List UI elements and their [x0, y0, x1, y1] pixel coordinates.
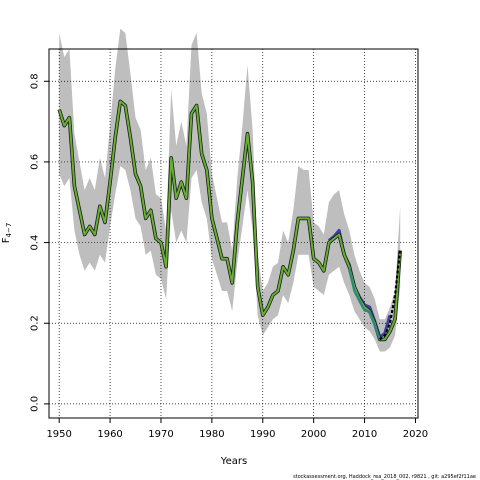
x-tick-label: 2010	[352, 429, 377, 440]
x-tick-label: 1990	[250, 429, 275, 440]
series-line-estimate	[58, 100, 402, 341]
y-axis-title: F4−7	[1, 223, 13, 244]
y-tick-label: 0.8	[29, 73, 40, 89]
series-line-teal	[348, 268, 381, 340]
confidence-band	[59, 28, 401, 352]
y-axis-title-main: F	[1, 237, 12, 243]
x-axis: 1950 1960 1970 1980 1990 2000 2010 2020	[46, 418, 428, 440]
y-tick-label: 0.4	[29, 235, 40, 251]
x-tick-label: 2000	[301, 429, 326, 440]
y-tick-label: 0.2	[30, 315, 41, 331]
confidence-band-layer	[59, 28, 401, 352]
y-axis-title-subscript: 4−7	[5, 223, 13, 238]
x-tick-label: 2020	[403, 429, 428, 440]
x-tick-label: 1950	[46, 429, 71, 440]
x-tick-label: 1960	[97, 429, 122, 440]
x-tick-label: 1970	[148, 429, 173, 440]
series-line-layer	[57, 99, 402, 342]
y-axis: 0.0 0.2 0.4 0.6 0.8	[29, 73, 49, 412]
x-axis-title: Years	[220, 456, 247, 467]
x-tick-label: 1980	[199, 429, 224, 440]
y-tick-label: 0.0	[29, 396, 40, 412]
plot-frame	[48, 48, 419, 419]
y-tick-label: 0.6	[30, 154, 41, 170]
footnote: stockassessment.org, Haddock_rea_2018_00…	[293, 474, 476, 480]
